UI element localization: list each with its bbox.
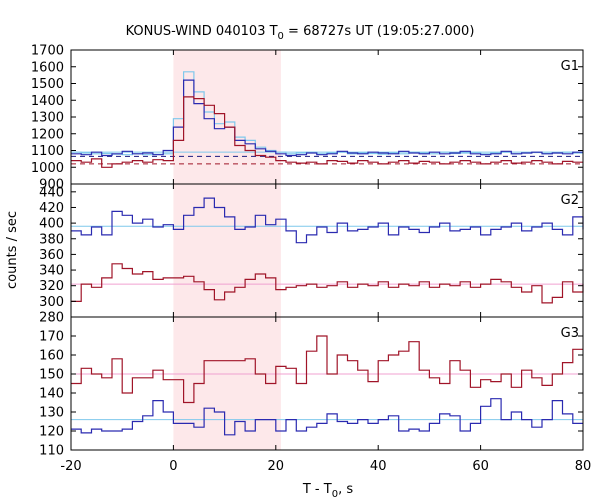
g2-series-blue [71,197,584,244]
g2-panel-label: G2 [561,193,579,208]
g3-panel-frame [70,316,584,451]
g1-y-tick-label: 1300 [31,111,64,126]
g2-y-tick-label: 340 [39,264,64,279]
g2-y-tick-label: 380 [39,232,64,247]
g1-series-red [71,96,583,168]
chart-title-subscript: 0 [278,31,284,42]
g2-y-tick-label: 420 [39,201,64,216]
g2-y-tick-label: 300 [39,295,64,310]
g3-y-tick-label: 170 [39,330,64,345]
g3-series-red [71,335,583,404]
g1-y-tick-label: 1400 [31,94,64,109]
x-axis-label-main: T - T [302,482,332,497]
g1-y-tick-label: 1600 [31,60,64,75]
g1-series-light-blue [71,71,583,156]
g2-series-red [71,263,584,304]
g2-y-tick-label: 280 [39,311,64,326]
y-axis-label: counts / sec [5,211,20,289]
x-axis-label: T - T0, s [302,482,353,500]
series-layer [71,71,584,436]
burst-interval-highlight [173,50,281,450]
g2-y-tick-label: 360 [39,248,64,263]
g1-y-tick-label: 1000 [31,161,64,176]
panel-frames [70,49,584,451]
g1-panel-label: G1 [561,59,579,74]
g1-y-tick-label: 900 [39,178,64,193]
g3-y-tick-label: 160 [39,349,64,364]
burst-interval-highlight-layer [173,50,281,450]
g2-y-tick-label: 320 [39,279,64,294]
x-tick-label: 0 [169,459,177,474]
g3-series-blue [71,398,583,436]
axis-ticks: 90010001100120013001400150016001700G1280… [31,44,591,475]
chart-title-main: KONUS-WIND 040103 T [126,24,278,39]
g2-y-tick-label: 400 [39,217,64,232]
g2-y-tick-label: 440 [39,185,64,200]
g1-y-tick-label: 1100 [31,144,64,159]
g3-y-tick-label: 110 [39,444,64,459]
g3-y-tick-label: 150 [39,368,64,383]
x-tick-label: 60 [472,459,489,474]
x-tick-label: 40 [370,459,387,474]
g3-y-tick-label: 120 [39,425,64,440]
x-tick-label: 20 [268,459,285,474]
g2-panel-frame [70,183,584,318]
g3-y-tick-label: 140 [39,387,64,402]
g1-y-tick-label: 1200 [31,127,64,142]
x-tick-label: -20 [60,459,81,474]
g1-series-blue [71,79,583,157]
chart-title-rest: = 68727s UT (19:05:27.000) [284,24,474,39]
g1-y-tick-label: 1700 [31,44,64,59]
x-axis-label-subscript: 0 [332,489,338,500]
x-tick-label: 80 [575,459,592,474]
g1-y-tick-label: 1500 [31,77,64,92]
g3-y-tick-label: 130 [39,406,64,421]
chart-title: KONUS-WIND 040103 T0 = 68727s UT (19:05:… [126,24,475,42]
x-axis-label-rest: , s [338,482,353,497]
g3-panel-label: G3 [561,326,579,341]
